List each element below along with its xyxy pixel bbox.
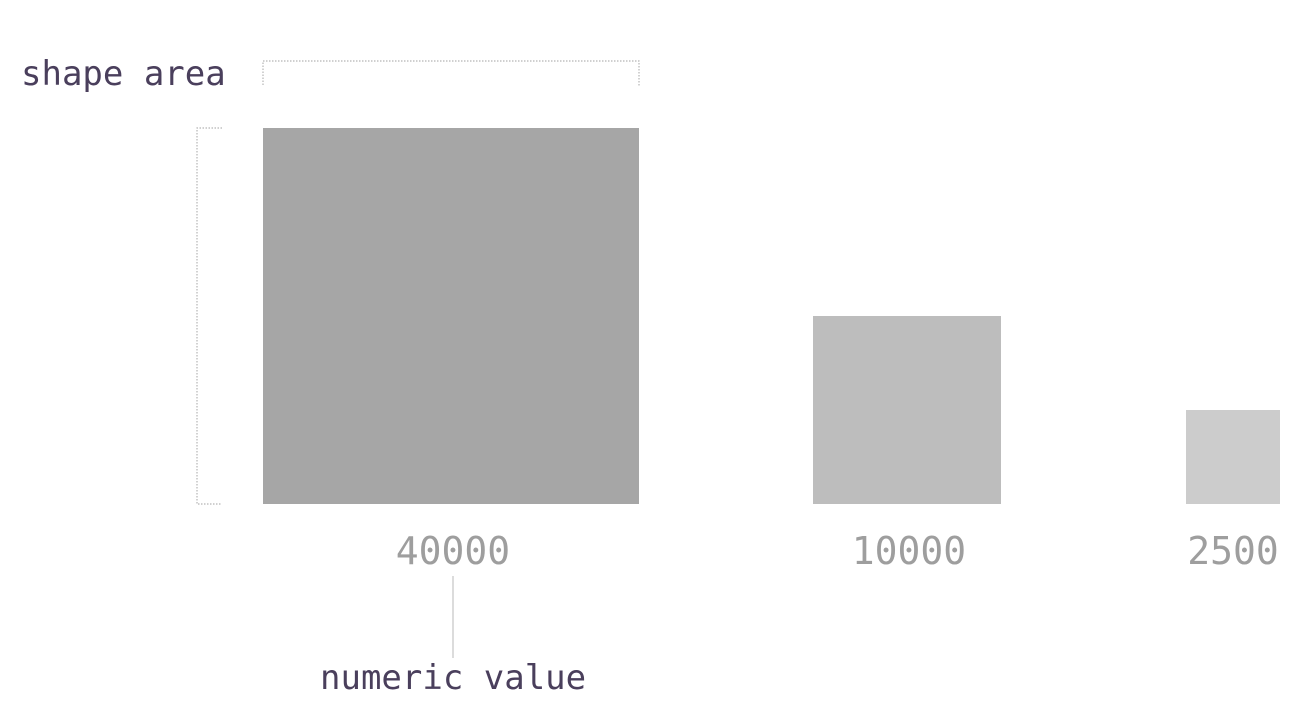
- shape-area-side-bracket: [196, 127, 222, 505]
- value-label-2: 10000: [852, 529, 966, 573]
- shape-area-label: shape area: [21, 54, 226, 94]
- squares-group: [263, 128, 1280, 504]
- value-label-1: 40000: [396, 529, 510, 573]
- value-square-1: [263, 128, 639, 504]
- value-labels-group: 40000 10000 2500: [396, 529, 1279, 573]
- value-label-3: 2500: [1187, 529, 1279, 573]
- numeric-value-label: numeric value: [320, 658, 586, 698]
- value-square-2: [813, 316, 1001, 504]
- shape-area-top-bracket: [262, 60, 640, 87]
- value-square-3: [1186, 410, 1280, 504]
